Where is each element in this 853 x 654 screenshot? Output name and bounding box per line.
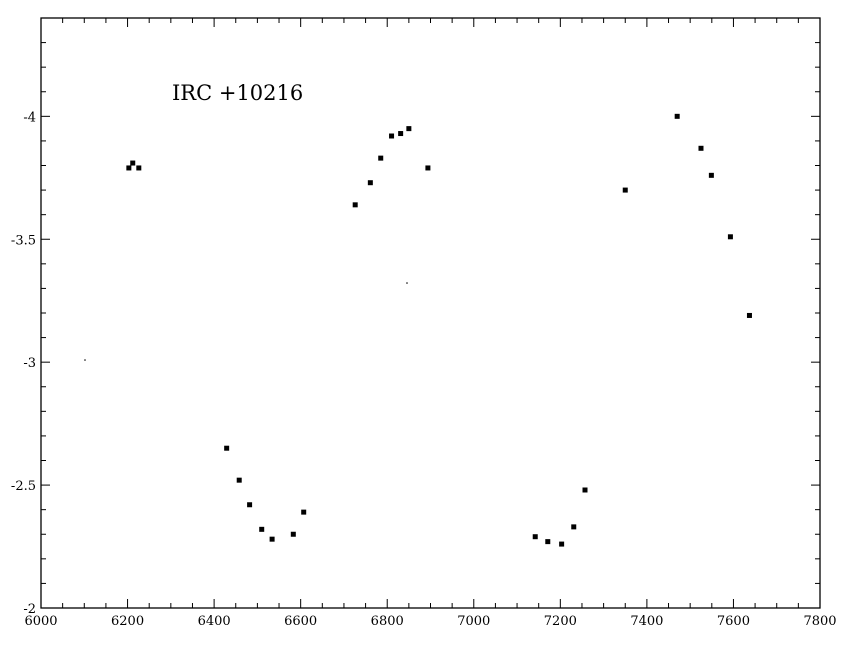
- data-point: [708, 172, 714, 178]
- data-point: [301, 509, 307, 515]
- data-point: [290, 531, 296, 537]
- y-tick-label: -2.5: [11, 479, 36, 494]
- data-point: [136, 165, 142, 171]
- y-tick-label: -2: [23, 602, 36, 617]
- x-tick-label: 7000: [457, 614, 490, 629]
- data-point: [126, 165, 132, 171]
- y-tick-label: -3.5: [11, 233, 36, 248]
- data-point: [559, 541, 565, 547]
- x-tick-label: 6000: [24, 614, 57, 629]
- y-tick-label: -4: [23, 110, 36, 125]
- data-point: [389, 133, 395, 139]
- data-point: [746, 312, 752, 318]
- x-tick-label: 6800: [371, 614, 404, 629]
- x-tick-label: 7600: [717, 614, 750, 629]
- data-point: [674, 113, 680, 119]
- data-point: [236, 477, 242, 483]
- x-tick-label: 6400: [198, 614, 231, 629]
- data-point: [698, 145, 704, 151]
- plot-frame: [40, 17, 821, 609]
- data-points: [126, 113, 752, 547]
- data-point: [398, 131, 404, 137]
- data-point: [727, 234, 733, 240]
- data-point: [367, 180, 373, 186]
- data-point: [130, 160, 136, 166]
- data-point: [406, 126, 412, 132]
- data-point: [571, 524, 577, 530]
- y-tick-label: -3: [23, 356, 36, 371]
- x-tick-label: 6200: [111, 614, 144, 629]
- data-point: [269, 536, 275, 542]
- plot-annotation: IRC +10216: [172, 81, 303, 105]
- data-point: [545, 539, 551, 545]
- data-point: [378, 155, 384, 161]
- stray-dot: [84, 359, 86, 361]
- stray-dot: [406, 282, 408, 284]
- data-point: [532, 534, 538, 540]
- x-tick-label: 7800: [803, 614, 836, 629]
- data-point: [582, 487, 588, 493]
- data-point: [352, 202, 358, 208]
- data-point: [425, 165, 431, 171]
- x-tick-label: 6600: [284, 614, 317, 629]
- data-point: [259, 526, 265, 532]
- tick-labels: 6000 6200 6400 6600 6800 7000 7200 7400 7600 7800…: [11, 110, 837, 629]
- data-point: [224, 445, 230, 451]
- x-tick-label: 7400: [630, 614, 663, 629]
- data-point: [247, 502, 253, 508]
- ticks: [40, 17, 821, 609]
- data-point: [622, 187, 628, 193]
- x-tick-label: 7200: [544, 614, 577, 629]
